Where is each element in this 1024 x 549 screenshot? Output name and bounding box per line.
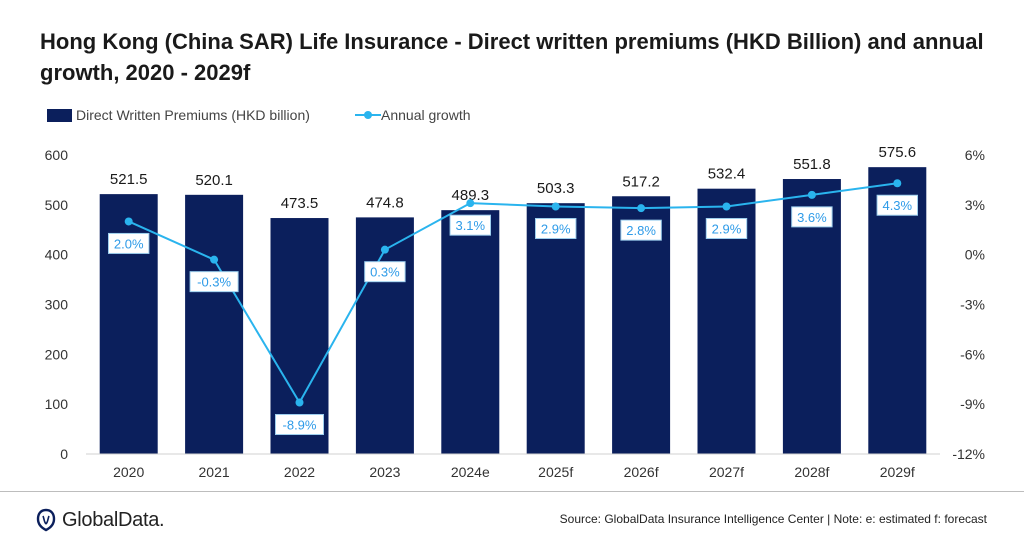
legend-line-label: Annual growth: [381, 107, 471, 123]
growth-label-box: [791, 206, 833, 228]
growth-label: 2.0%: [108, 232, 150, 254]
right-axis: -12% -9% -6% -3% 0% 3% 6%: [952, 147, 985, 462]
x-axis-tick-label: 2022: [284, 464, 315, 480]
growth-label-text: -8.9%: [283, 418, 317, 433]
x-axis-tick-label: 2026f: [624, 464, 659, 480]
right-axis-tick-label: -9%: [960, 396, 985, 412]
left-axis-tick-label: 400: [45, 247, 69, 263]
growth-label-text: 4.3%: [882, 198, 912, 213]
growth-point: [893, 179, 902, 188]
x-axis-tick-label: 2027f: [709, 464, 744, 480]
legend: Direct Written Premiums (HKD billion) An…: [47, 107, 471, 123]
growth-label-box: [449, 214, 492, 236]
growth-label-box: [535, 217, 577, 239]
x-axis-tick-label: 2020: [113, 464, 144, 480]
bar-value-label: 532.4: [708, 166, 746, 183]
bar: [526, 203, 585, 454]
source-note: Source: GlobalData Insurance Intelligenc…: [559, 512, 987, 526]
bar-value-label: 517.2: [622, 173, 660, 190]
right-axis-tick-label: 6%: [965, 147, 985, 163]
bar-value-label: 521.5: [110, 171, 148, 188]
growth-label-box: [876, 194, 918, 216]
growth-label-box: [705, 217, 748, 239]
footer-divider: [0, 491, 1024, 492]
growth-labels: 2.0% -0.3% -8.9% 0.3% 3.1% 2.9% 2.8% 2.9% 3.6% 4.…: [108, 194, 918, 436]
growth-label: 0.3%: [364, 261, 406, 283]
growth-label-box: [364, 261, 406, 283]
growth-label: 3.6%: [791, 206, 833, 228]
left-axis-tick-label: 200: [45, 346, 69, 362]
growth-label-box: [275, 414, 324, 436]
x-axis-tick-label: 2023: [369, 464, 400, 480]
chart-title: Hong Kong (China SAR) Life Insurance - D…: [40, 29, 984, 85]
bar: [441, 210, 500, 454]
bar-value-label: 575.6: [879, 144, 917, 161]
growth-label-text: 2.0%: [114, 236, 144, 251]
growth-point: [637, 204, 646, 213]
right-axis-tick-label: -3%: [960, 297, 985, 313]
bar-value-labels: 521.5 520.1 473.5 474.8 489.3 503.3 517.2 532.4…: [110, 144, 916, 212]
growth-label: -8.9%: [275, 414, 324, 436]
bar: [185, 194, 244, 454]
x-axis-tick-label: 2028f: [794, 464, 829, 480]
growth-point: [380, 245, 389, 254]
legend-bar-swatch: [47, 109, 72, 122]
growth-point: [722, 202, 731, 211]
growth-point: [807, 190, 816, 199]
left-axis-tick-label: 300: [45, 297, 69, 313]
left-axis: 0 100 200 300 400 500 600: [45, 147, 69, 462]
left-axis-tick-label: 500: [45, 197, 69, 213]
globaldata-logo: GlobalData.: [36, 508, 165, 532]
growth-label-text: 2.9%: [541, 221, 571, 236]
growth-label-box: [620, 219, 662, 241]
right-axis-tick-label: 0%: [965, 247, 985, 263]
globaldata-logo-icon: [36, 508, 56, 532]
growth-label-text: 2.9%: [712, 221, 742, 236]
legend-bar-label: Direct Written Premiums (HKD billion): [76, 107, 310, 123]
growth-label-text: 3.6%: [797, 210, 827, 225]
x-axis: 2020 2021 2022 2023 2024e 2025f 2026f 2027f 2028…: [113, 464, 915, 480]
growth-point: [124, 217, 133, 226]
growth-label: 2.9%: [705, 217, 748, 239]
growth-point: [295, 398, 304, 407]
left-axis-tick-label: 0: [60, 446, 68, 462]
growth-series-line: [128, 182, 898, 405]
logo-text: GlobalData.: [62, 508, 165, 531]
bar-value-label: 474.8: [366, 194, 404, 211]
growth-label: 2.8%: [620, 219, 662, 241]
growth-point: [466, 199, 475, 208]
left-axis-tick-label: 100: [45, 396, 69, 412]
growth-label-text: 2.8%: [626, 223, 656, 238]
growth-label: 4.3%: [876, 194, 918, 216]
growth-label: -0.3%: [189, 271, 239, 293]
right-axis-tick-label: -12%: [952, 446, 985, 462]
x-axis-tick-label: 2025f: [538, 464, 573, 480]
growth-point: [210, 255, 219, 264]
growth-label-box: [189, 271, 239, 293]
left-axis-tick-label: 600: [45, 147, 69, 163]
growth-label: 2.9%: [535, 217, 577, 239]
growth-point: [551, 202, 560, 211]
x-axis-tick-label: 2024e: [451, 464, 490, 480]
right-axis-tick-label: 3%: [965, 197, 985, 213]
growth-line: [124, 179, 902, 407]
bar-value-label: 489.3: [452, 187, 490, 204]
bar-value-label: 520.1: [195, 172, 233, 189]
x-axis-tick-label: 2021: [199, 464, 230, 480]
growth-label-text: -0.3%: [197, 275, 231, 290]
growth-label-text: 3.1%: [455, 218, 485, 233]
bar-value-label: 473.5: [281, 195, 319, 212]
x-axis-tick-label: 2029f: [880, 464, 915, 480]
bar: [355, 217, 414, 454]
right-axis-tick-label: -6%: [960, 346, 985, 362]
growth-label-box: [108, 232, 150, 254]
bar-value-label: 503.3: [537, 180, 575, 197]
legend-line-marker: [364, 111, 372, 119]
growth-label-text: 0.3%: [370, 265, 400, 280]
bar-value-label: 551.8: [793, 156, 831, 173]
growth-label: 3.1%: [449, 214, 492, 236]
